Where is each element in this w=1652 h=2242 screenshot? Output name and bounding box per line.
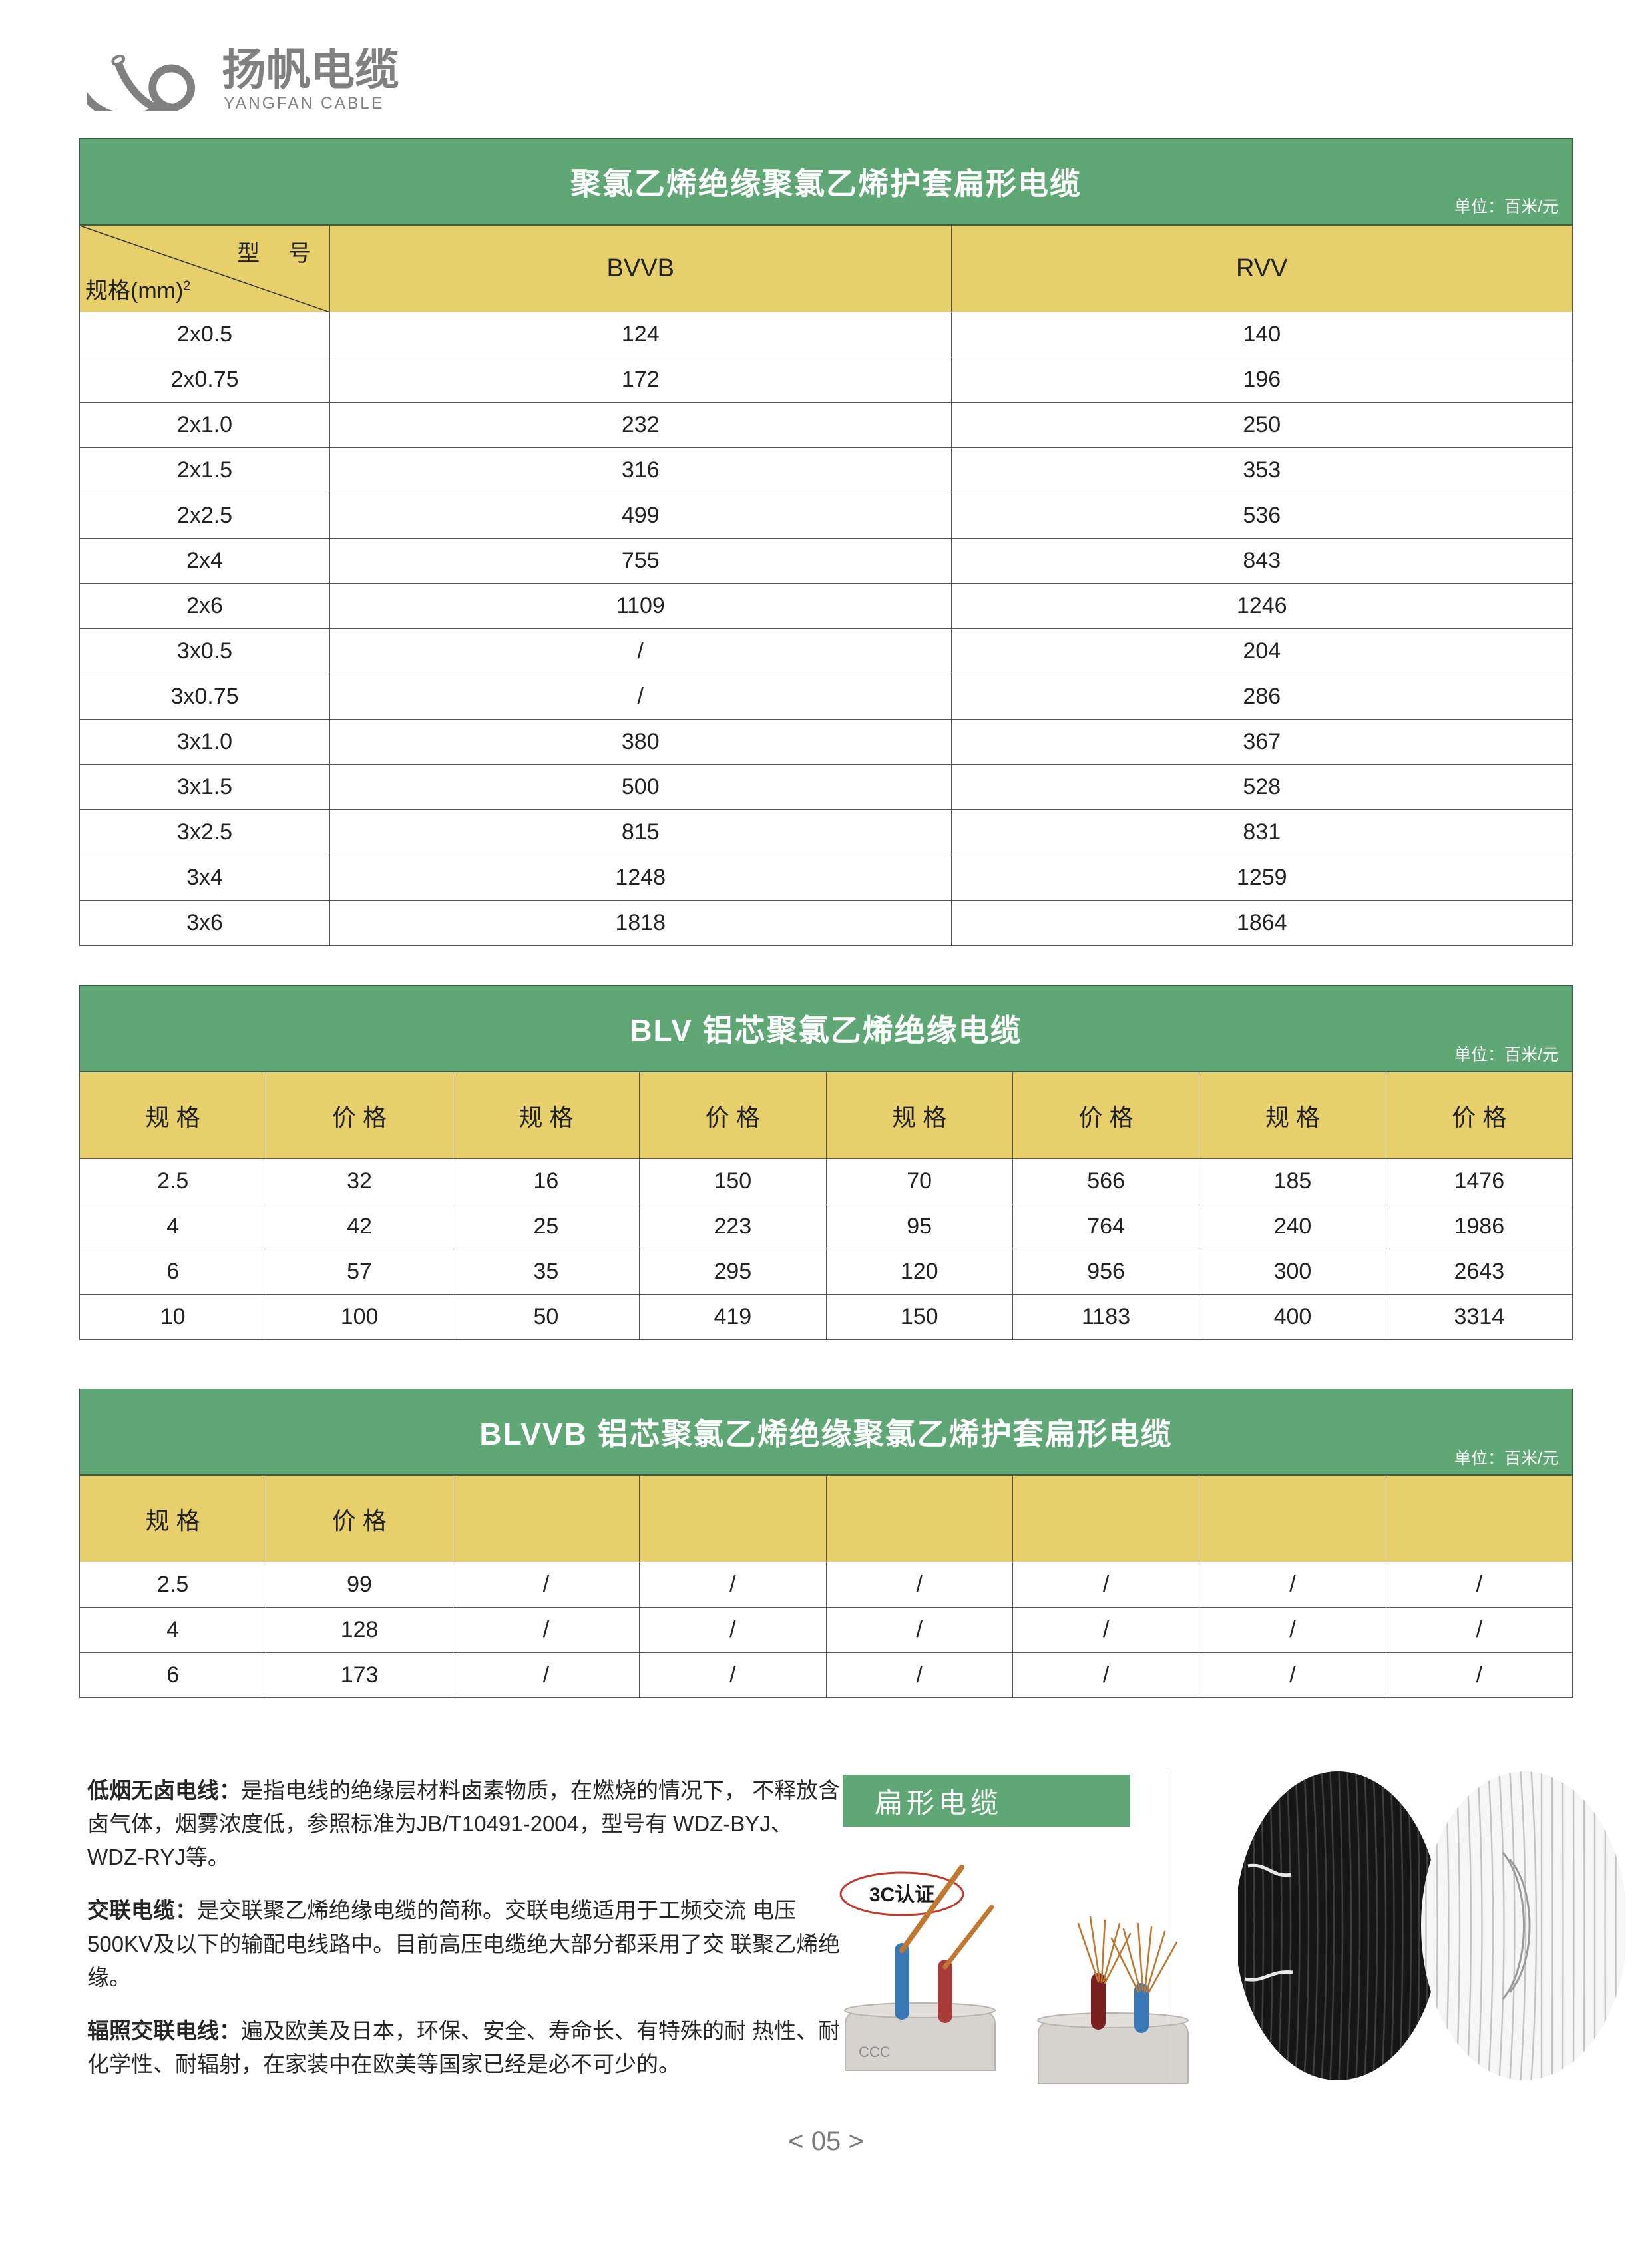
svg-text:3C认证: 3C认证 [869, 1884, 934, 1906]
svg-text:YANGFAN CABLE: YANGFAN CABLE [224, 95, 384, 111]
svg-text:扬帆电缆: 扬帆电缆 [222, 48, 399, 95]
svg-text:CCC: CCC [859, 2044, 891, 2060]
